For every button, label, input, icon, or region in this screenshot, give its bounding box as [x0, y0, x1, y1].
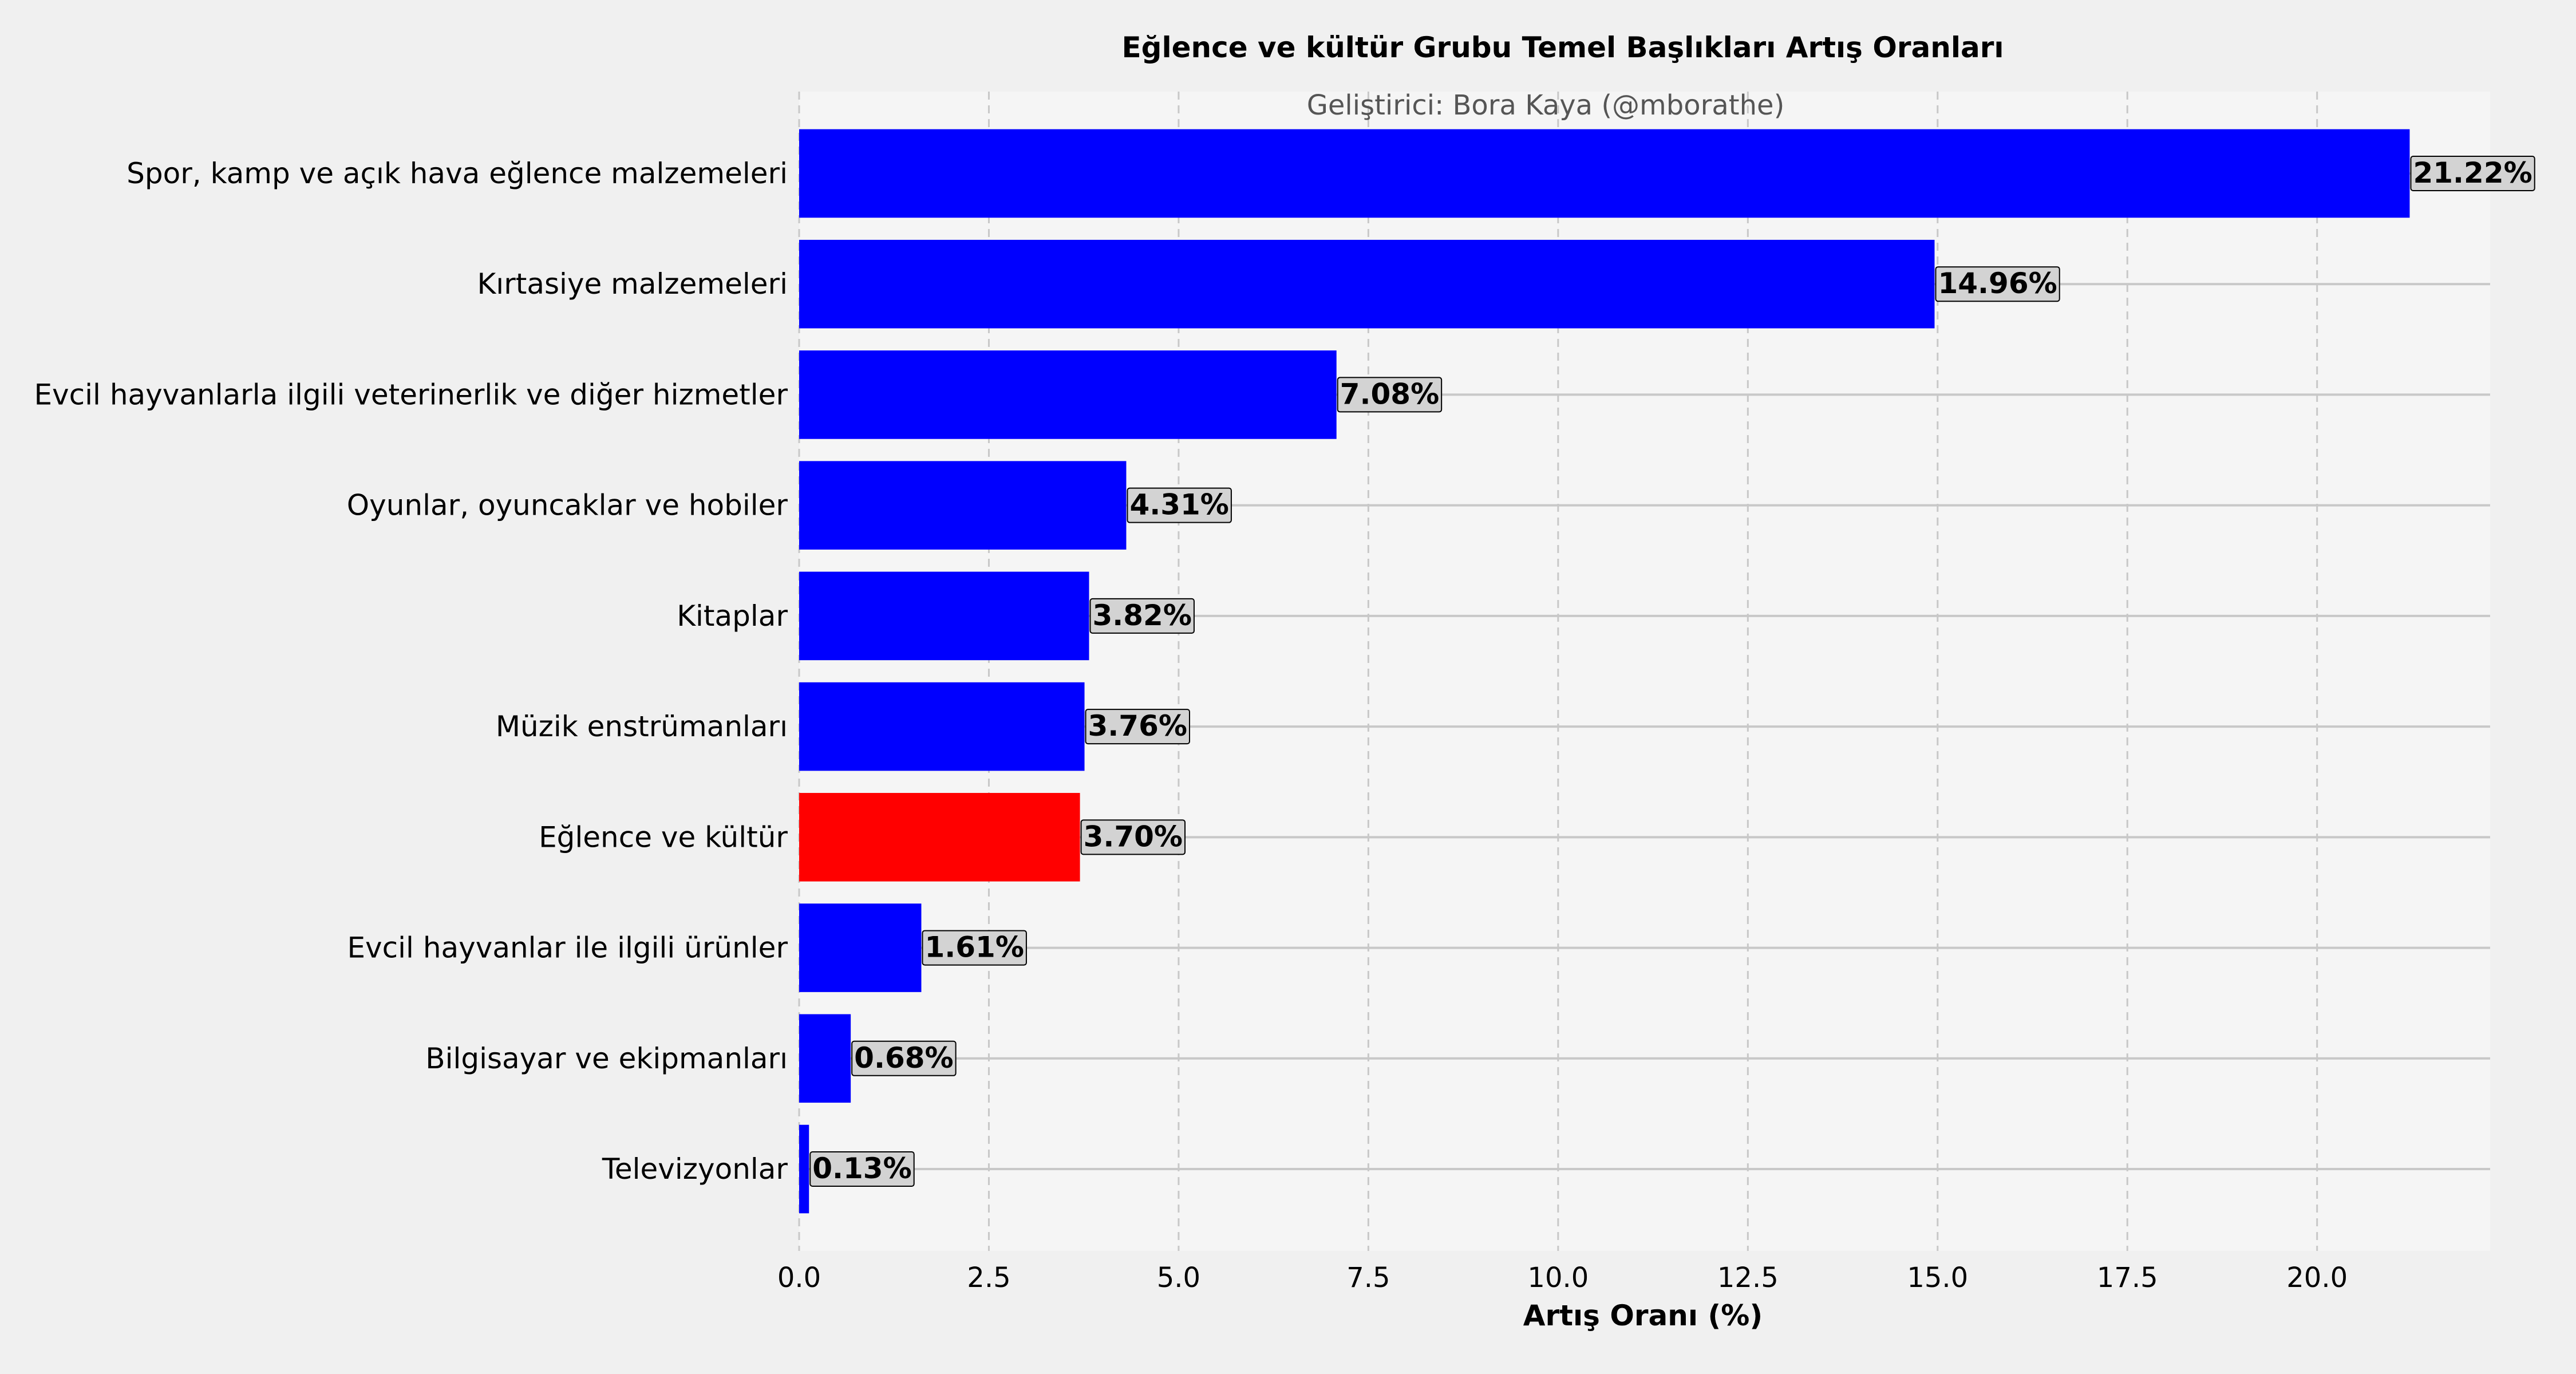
x-tick-label: 17.5 — [2097, 1262, 2158, 1294]
x-tick-labels: 0.0 2.5 5.0 7.5 10.0 12.5 15.0 17.5 20.0 — [777, 1262, 2348, 1294]
data-label: 4.31% — [1127, 487, 1232, 523]
data-label: 3.82% — [1089, 598, 1195, 634]
bar — [799, 571, 1089, 661]
bar — [799, 1014, 851, 1103]
x-tick-label: 5.0 — [1157, 1262, 1200, 1294]
value-labels: 21.22% 14.96% 7.08% 4.31% 3.82% 3.76% 3.70% 1.6… — [809, 155, 2535, 1187]
data-label: 1.61% — [922, 930, 1027, 966]
data-label-text: 3.76% — [1088, 709, 1187, 743]
data-label-box — [1085, 709, 1190, 745]
data-label-text: 0.68% — [854, 1041, 953, 1075]
bar — [799, 903, 922, 992]
data-label: 3.76% — [1085, 709, 1190, 745]
data-label-box — [1337, 377, 1443, 413]
category-label: Televizyonlar — [602, 1152, 788, 1186]
data-label: 0.13% — [809, 1151, 915, 1187]
data-label-text: 1.61% — [924, 931, 1024, 964]
x-tick-label: 20.0 — [2286, 1262, 2348, 1294]
category-label: Spor, kamp ve açık hava eğlence malzemel… — [127, 157, 788, 190]
chart-subtitle: Geliştirici: Bora Kaya (@mborathe) — [1307, 89, 1785, 121]
category-label: Eğlence ve kültür — [539, 820, 788, 854]
data-label-box — [851, 1040, 957, 1076]
data-label: 7.08% — [1337, 377, 1443, 413]
x-tick-label: 15.0 — [1907, 1262, 1968, 1294]
data-label-text: 21.22% — [2413, 156, 2532, 189]
category-label: Müzik enstrümanları — [496, 710, 788, 743]
bars — [799, 129, 2410, 1214]
data-label-text: 3.70% — [1084, 820, 1183, 853]
data-label-text: 3.82% — [1092, 599, 1191, 632]
x-tick-label: 2.5 — [967, 1262, 1010, 1294]
x-tick-label: 10.0 — [1527, 1262, 1589, 1294]
bar — [799, 350, 1337, 439]
data-label-text: 14.96% — [1938, 267, 2057, 300]
bar — [799, 682, 1085, 771]
bar — [799, 793, 1080, 882]
data-label-box — [922, 930, 1027, 966]
data-label: 21.22% — [2410, 155, 2535, 191]
data-label-box — [1089, 598, 1195, 634]
x-axis-label: Artış Oranı (%) — [1523, 1299, 1763, 1332]
category-label: Oyunlar, oyuncaklar ve hobiler — [347, 489, 788, 522]
category-label: Kitaplar — [677, 599, 788, 633]
category-label: Kırtasiye malzemeleri — [477, 267, 788, 301]
data-label: 3.70% — [1080, 819, 1186, 855]
data-label-box — [1935, 266, 2060, 302]
bar — [799, 239, 1935, 329]
data-label-box — [809, 1151, 915, 1187]
x-tick-label: 12.5 — [1717, 1262, 1779, 1294]
chart-title: Eğlence ve kültür Grubu Temel Başlıkları… — [1122, 31, 2004, 64]
data-label-text: 7.08% — [1340, 377, 1439, 410]
bar — [799, 1124, 809, 1214]
category-label: Bilgisayar ve ekipmanları — [425, 1042, 788, 1075]
x-tick-label: 7.5 — [1346, 1262, 1390, 1294]
bar — [799, 461, 1127, 550]
category-label: Evcil hayvanlarla ilgili veterinerlik ve… — [34, 378, 788, 411]
data-label-box — [1080, 819, 1186, 855]
bar — [799, 129, 2410, 218]
data-label-text: 0.13% — [812, 1152, 911, 1185]
data-label-box — [1127, 487, 1232, 523]
category-labels: Spor, kamp ve açık hava eğlence malzemel… — [34, 157, 788, 1186]
data-label-box — [2410, 155, 2535, 191]
category-label: Evcil hayvanlar ile ilgili ürünler — [347, 931, 788, 965]
data-label: 0.68% — [851, 1040, 957, 1076]
x-tick-label: 0.0 — [777, 1262, 821, 1294]
data-label: 14.96% — [1935, 266, 2060, 302]
data-label-text: 4.31% — [1129, 488, 1228, 522]
